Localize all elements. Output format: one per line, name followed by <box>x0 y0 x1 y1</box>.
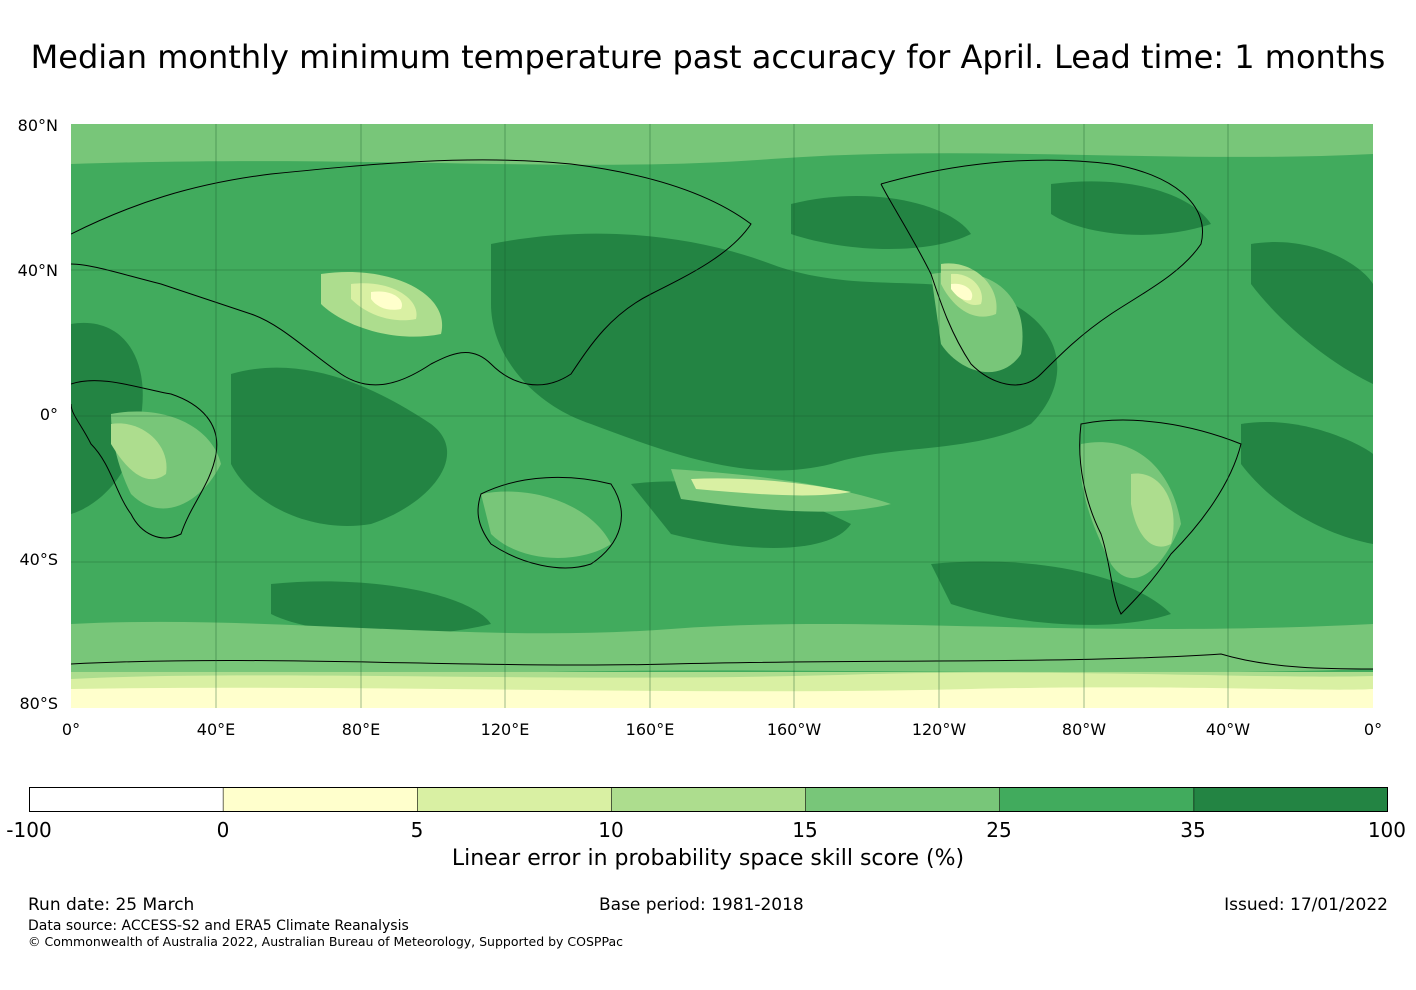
colorbar-label: Linear error in probability space skill … <box>451 846 965 871</box>
eurasia-coastline <box>71 159 752 386</box>
colorbar-segment <box>611 787 807 812</box>
issued-date: Issued: 17/01/2022 <box>1224 895 1388 915</box>
lon-label-80e: 80°E <box>341 720 381 739</box>
antarctica-coastline <box>71 653 1373 670</box>
lat-label-80s: 80°S <box>19 694 58 713</box>
lon-label-120w: 120°W <box>911 720 967 739</box>
colorbar-segment <box>29 787 224 812</box>
near-zero-skill-regions <box>71 283 1373 708</box>
lat-label-equator: 0° <box>39 405 58 424</box>
lon-label-0: 0° <box>61 720 81 739</box>
colorbar-segments <box>29 787 1388 812</box>
africa-coastline <box>71 380 218 539</box>
colorbar-border <box>29 787 1388 812</box>
graticule <box>71 124 1373 708</box>
copyright: © Commonwealth of Australia 2022, Austra… <box>28 934 623 949</box>
skill-map-canvas <box>71 124 1373 708</box>
colorbar-segment <box>223 787 418 812</box>
colorbar-tick: 10 <box>598 818 624 842</box>
colorbar-segment <box>999 787 1195 812</box>
lon-label-80w: 80°W <box>1061 720 1107 739</box>
colorbar-tick: 100 <box>1367 818 1406 842</box>
colorbar-segment <box>805 787 1001 812</box>
colorbar-tick: 25 <box>986 818 1012 842</box>
colorbar-segment <box>417 787 612 812</box>
colorbar-tick: 15 <box>792 818 818 842</box>
australia-coastline <box>477 476 622 569</box>
north-america-coastline <box>880 159 1203 386</box>
map-title: Median monthly minimum temperature past … <box>30 38 1386 76</box>
lat-label-80n: 80°N <box>17 116 58 135</box>
lon-label-160w: 160°W <box>766 720 822 739</box>
colorbar-tick: 0 <box>216 818 230 842</box>
data-source: Data source: ACCESS-S2 and ERA5 Climate … <box>28 918 409 934</box>
lon-label-160e: 160°E <box>625 720 675 739</box>
colorbar-tick: 5 <box>410 818 424 842</box>
south-america-coastline <box>1079 419 1242 615</box>
colorbar-tick: -100 <box>6 818 52 842</box>
colorbar <box>29 787 1388 812</box>
lat-label-40s: 40°S <box>19 550 58 569</box>
lon-label-40e: 40°E <box>196 720 236 739</box>
base-period: Base period: 1981-2018 <box>599 895 804 915</box>
colorbar-tick: 35 <box>1180 818 1206 842</box>
colorbar-segment <box>1193 787 1388 812</box>
lon-label-0-right: 0° <box>1363 720 1383 739</box>
coastlines <box>71 159 1373 670</box>
lon-label-120e: 120°E <box>480 720 530 739</box>
lat-label-40n: 40°N <box>17 261 58 280</box>
run-date: Run date: 25 March <box>28 895 195 915</box>
lon-label-40w: 40°W <box>1205 720 1251 739</box>
skill-map <box>71 124 1373 708</box>
